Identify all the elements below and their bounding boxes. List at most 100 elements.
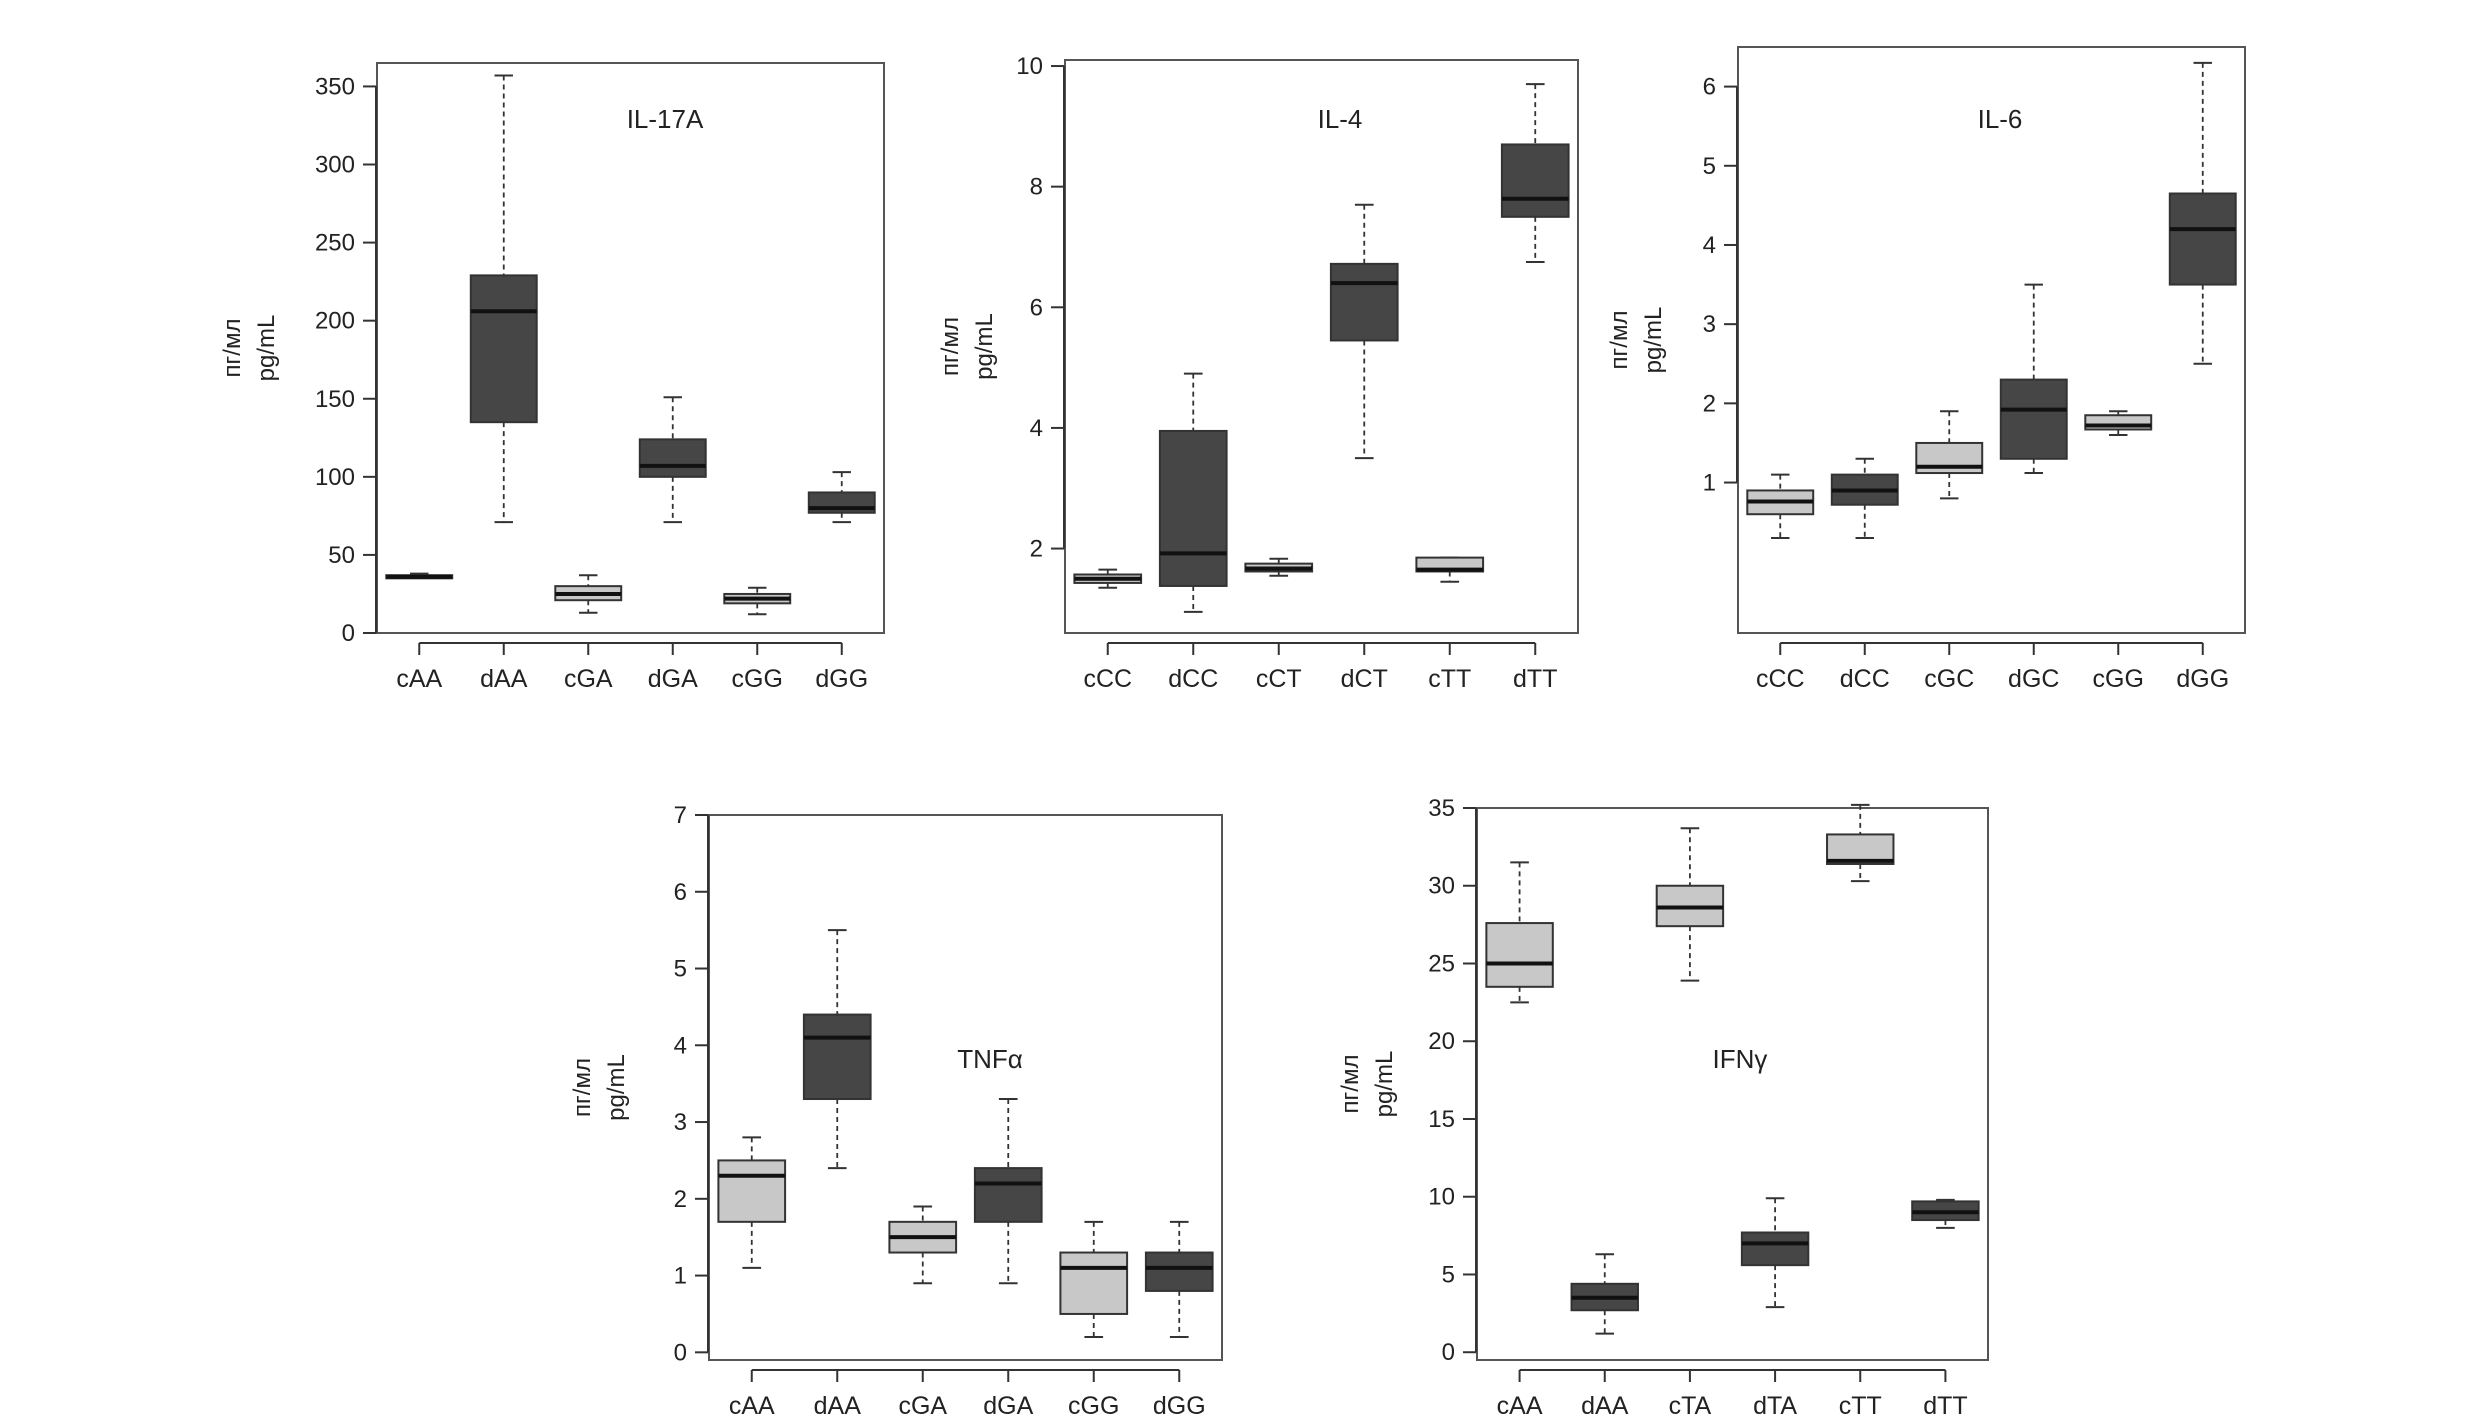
chart-4-ytick-label: 15 (1428, 1106, 1455, 1133)
chart-2-ytick-label: 5 (1703, 153, 1716, 180)
chart-3-box-cGA: cGA (888, 1205, 958, 1420)
chart-3-ytick-label: 2 (674, 1186, 687, 1213)
x-tick-label: cTT (1428, 665, 1471, 693)
chart-0-ylabel-en: pg/mL (253, 315, 280, 382)
x-tick-label: dGC (2008, 665, 2059, 693)
chart-1-box-dTT: dTT (1500, 83, 1570, 693)
chart-0-ytick-label: 300 (315, 152, 355, 179)
x-tick-label: cCC (1756, 665, 1805, 693)
chart-4-ytick-label: 25 (1428, 950, 1455, 977)
chart-3-title: TNFα (957, 1044, 1023, 1074)
panel-il4: 2 4 6 8 10 пг/мл pg/mL IL-4 cCC dCC cCT dCT cTT dTT (937, 53, 1579, 693)
chart-3-ylabel-en: pg/mL (603, 1054, 630, 1121)
chart-1-box-cCT: cCT (1244, 557, 1314, 693)
x-tick-label: cAA (1497, 1392, 1543, 1420)
chart-1-ytick-label: 2 (1030, 536, 1043, 563)
chart-2-ylabel-ru: пг/мл (1606, 311, 1633, 370)
x-tick-label: cAA (396, 665, 442, 693)
chart-2-ytick-label: 3 (1703, 311, 1716, 338)
panel-tnfa: 0 1 2 3 4 5 6 7 пг/мл pg/mL TNFα cAA dAA cGA dGA cGG dGG (569, 802, 1223, 1420)
chart-2-box-dGG: dGG (2168, 61, 2237, 693)
chart-2-title: IL-6 (1978, 104, 2023, 134)
chart-4-box-dAA: dAA (1570, 1253, 1639, 1420)
panel-il17a: 0 50 100 150 200 250 300 350 пг/мл pg/mL IL-17A cAA… (219, 62, 885, 693)
chart-3-box-dAA: dAA (802, 929, 872, 1420)
x-tick-label: dCC (1168, 665, 1218, 693)
chart-3-box-dGA: dGA (973, 1098, 1043, 1420)
x-tick-label: dGA (983, 1392, 1033, 1420)
chart-4-frame (1476, 807, 1989, 1361)
chart-4-ytick-label: 35 (1428, 795, 1455, 822)
chart-4-title: IFNγ (1713, 1044, 1768, 1074)
x-tick-label: cGG (732, 665, 783, 693)
chart-4-ytick-label: 0 (1442, 1339, 1455, 1366)
x-tick-label: cGC (1924, 665, 1974, 693)
x-tick-label: cCT (1256, 665, 1302, 693)
chart-0-ytick-label: 150 (315, 386, 355, 413)
x-tick-label: cCC (1083, 665, 1132, 693)
x-tick-label: cGG (1068, 1392, 1119, 1420)
chart-4-ytick-label: 20 (1428, 1028, 1455, 1055)
chart-3-ylabel-ru: пг/мл (569, 1058, 596, 1117)
chart-4-box-cTT: cTT (1826, 803, 1895, 1420)
x-tick-label: cGA (898, 1392, 947, 1420)
x-tick-label: dGA (648, 665, 698, 693)
panel-ifng: 0 5 10 15 20 25 30 35 пг/мл pg/mL IFNγ cAA dAA cTA dTA… (1337, 795, 1989, 1420)
x-tick-label: cTA (1669, 1392, 1712, 1420)
chart-2-ytick-label: 4 (1703, 232, 1716, 259)
iqr-box (1999, 378, 2068, 460)
chart-4-ytick-label: 30 (1428, 873, 1455, 900)
panel-il6: 1 2 3 4 5 6 пг/мл pg/mL IL-6 cCC dCC cGC dGC cGG dGG (1606, 46, 2246, 693)
chart-0-box-cAA: cAA (385, 572, 454, 693)
chart-1-ytick-label: 6 (1030, 294, 1043, 321)
chart-0-ylabel-ru: пг/мл (219, 319, 246, 378)
chart-0-frame (376, 62, 885, 634)
iqr-box (1158, 429, 1228, 587)
iqr-box (1059, 1251, 1129, 1315)
chart-3-ytick-label: 3 (674, 1109, 687, 1136)
chart-0-ytick-label: 100 (315, 464, 355, 491)
iqr-box (973, 1167, 1043, 1223)
chart-0-box-dGG: dGG (807, 471, 876, 693)
chart-0-ytick-label: 0 (342, 620, 355, 647)
chart-3-ytick-label: 7 (674, 802, 687, 829)
chart-2-box-dCC: dCC (1830, 457, 1899, 693)
chart-2-ytick-label: 1 (1703, 470, 1716, 497)
chart-1-ytick-label: 8 (1030, 174, 1043, 201)
chart-3-ytick-label: 4 (674, 1032, 687, 1059)
x-tick-label: cTT (1839, 1392, 1882, 1420)
chart-2-box-dGC: dGC (1999, 283, 2068, 693)
x-tick-label: dGG (2176, 665, 2229, 693)
chart-0-box-dAA: dAA (469, 74, 538, 693)
chart-1-box-dCC: dCC (1158, 372, 1228, 693)
x-tick-label: dAA (814, 1392, 862, 1420)
chart-2-ylabel-en: pg/mL (1640, 307, 1667, 374)
x-tick-label: cAA (729, 1392, 775, 1420)
x-tick-label: dGG (1153, 1392, 1206, 1420)
x-tick-label: dAA (480, 665, 528, 693)
chart-3-ytick-label: 0 (674, 1339, 687, 1366)
chart-4-ytick-label: 10 (1428, 1184, 1455, 1211)
chart-1-box-dCT: dCT (1329, 203, 1399, 693)
chart-4-ylabel-ru: пг/мл (1337, 1055, 1364, 1114)
chart-3-ytick-label: 1 (674, 1263, 687, 1290)
chart-0-ytick-label: 200 (315, 308, 355, 335)
iqr-box (1500, 143, 1570, 218)
chart-0-ytick-label: 350 (315, 73, 355, 100)
x-tick-label: cGG (2093, 665, 2144, 693)
chart-2-ytick-label: 2 (1703, 390, 1716, 417)
chart-3-box-dGG: dGG (1144, 1220, 1214, 1420)
chart-1-box-cTT: cTT (1415, 556, 1485, 693)
x-tick-label: dCT (1341, 665, 1388, 693)
chart-1-title: IL-4 (1318, 104, 1363, 134)
x-tick-label: dCC (1840, 665, 1890, 693)
chart-3-ytick-label: 6 (674, 879, 687, 906)
chart-4-box-cAA: cAA (1485, 861, 1554, 1420)
iqr-box (638, 438, 707, 478)
chart-0-box-cGA: cGA (554, 574, 623, 693)
iqr-box (1144, 1251, 1214, 1292)
chart-0-ytick-label: 50 (328, 542, 355, 569)
chart-1-ylabel-en: pg/mL (971, 313, 998, 380)
chart-3-box-cAA: cAA (717, 1136, 787, 1420)
